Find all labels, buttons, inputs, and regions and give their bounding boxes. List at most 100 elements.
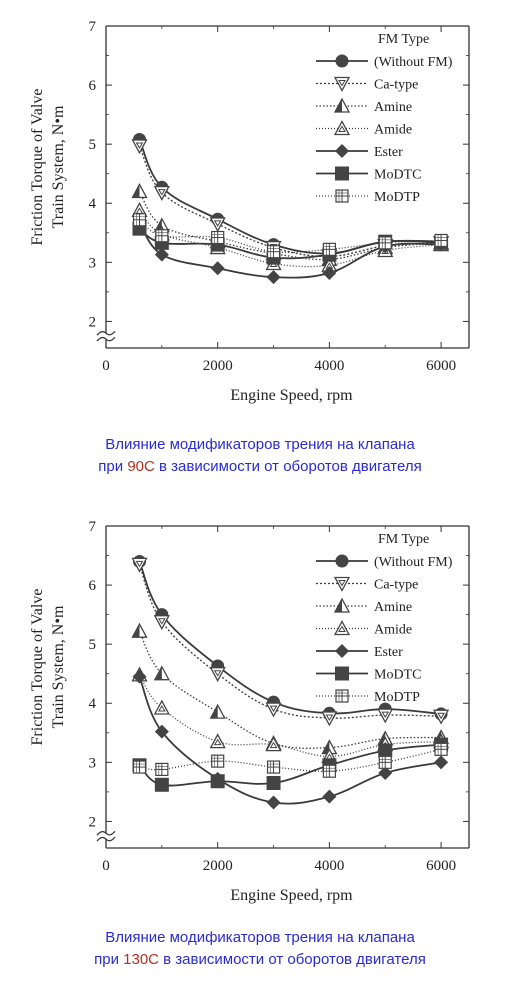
- legend-marker: [335, 166, 349, 181]
- data-point: [155, 229, 169, 243]
- legend-marker: [335, 689, 349, 703]
- chart-panel-130c: 2 3 4 5 6 7 0 2000 4000 6000 Engine Speed, rpm Fric…: [0, 500, 520, 1000]
- data-point: [131, 139, 148, 155]
- friction-torque-chart-90c: 2 3 4 5 6 7 0 2000 4000 6000 Engine Speed, rpm Fric…: [29, 19, 470, 404]
- data-point: [378, 765, 393, 780]
- legend-item-amide: Amide: [316, 120, 412, 138]
- legend-label: Ester: [374, 645, 403, 660]
- legend-marker: [335, 144, 349, 158]
- legend-label: MoDTC: [374, 668, 421, 683]
- series-modtp: [132, 213, 448, 259]
- legend-item-ca-type: Ca-type: [316, 576, 418, 593]
- y-tick-label: 7: [89, 519, 97, 535]
- data-point: [211, 230, 225, 245]
- data-point: [434, 233, 448, 248]
- legend-item-modtc: MoDTC: [316, 666, 421, 683]
- legend-label: Amide: [374, 123, 412, 138]
- data-point: [434, 755, 449, 770]
- legend-marker: [335, 189, 349, 203]
- legend-item-modtp: MoDTP: [316, 189, 420, 205]
- caption-temperature: 90C: [127, 458, 155, 475]
- data-point: [378, 743, 393, 758]
- caption-temperature: 130C: [123, 951, 159, 968]
- legend-label: Amine: [374, 600, 412, 615]
- y-tick-label: 6: [89, 78, 97, 94]
- data-point: [322, 789, 337, 804]
- data-point: [322, 242, 336, 256]
- legend-label: Ca-type: [374, 578, 418, 593]
- legend-marker: [333, 120, 351, 136]
- data-point: [153, 615, 170, 631]
- legend-marker: [333, 576, 351, 592]
- series-ca-type: [131, 557, 450, 727]
- legend-marker: [335, 666, 349, 681]
- data-point: [132, 760, 147, 774]
- legend-title: FM Type: [378, 532, 429, 547]
- legend-title: FM Type: [378, 32, 429, 47]
- x-axis-label: Engine Speed, rpm: [230, 387, 353, 404]
- legend-marker: [333, 620, 351, 636]
- caption-line-1: Влияние модификаторов трения на клапана: [105, 929, 415, 946]
- chart-caption: Влияние модификаторов трения на клапана …: [0, 434, 520, 478]
- legend-item-ester: Ester: [316, 644, 403, 660]
- axis-break-mark: [96, 830, 116, 842]
- y-axis-label: Friction Torque of Valve Train System, N•…: [29, 589, 67, 746]
- legend: FM Type (Without FM) Ca-type Amine Amide Este…: [316, 32, 453, 205]
- data-point: [153, 185, 170, 201]
- legend-label: Amide: [374, 623, 412, 638]
- y-axis-label-line: Train System, N•m: [50, 105, 67, 228]
- caption-line-1: Влияние модификаторов трения на клапана: [105, 436, 415, 453]
- series-line: [139, 219, 442, 254]
- data-point: [378, 755, 392, 769]
- y-tick-label: 7: [89, 19, 97, 35]
- data-point: [210, 774, 225, 789]
- data-point: [132, 669, 147, 684]
- legend-item-without-fm: (Without FM): [316, 54, 453, 70]
- legend-label: Ca-type: [374, 78, 418, 93]
- data-point: [266, 776, 281, 791]
- legend-label: (Without FM): [374, 555, 453, 570]
- plot-frame: [105, 525, 470, 849]
- x-axis-label: Engine Speed, rpm: [230, 887, 353, 904]
- plot-frame: [105, 25, 470, 349]
- y-tick-label: 5: [89, 637, 97, 653]
- data-point: [321, 711, 338, 727]
- data-point: [322, 764, 336, 778]
- data-point: [153, 699, 170, 715]
- data-point: [209, 703, 226, 719]
- legend-item-modtc: MoDTC: [316, 166, 421, 183]
- series-line: [138, 743, 442, 787]
- legend-item-without-fm: (Without FM): [316, 554, 453, 570]
- legend-label: MoDTC: [374, 168, 421, 183]
- data-point: [434, 742, 448, 756]
- x-tick-label: 6000: [426, 858, 456, 874]
- data-point: [154, 777, 169, 792]
- data-point: [266, 270, 281, 285]
- y-axis-label-line: Friction Torque of Valve: [29, 89, 46, 246]
- chart-caption: Влияние модификаторов трения на клапана …: [0, 927, 520, 971]
- caption-suffix: в зависимости от оборотов двигателя: [154, 458, 422, 475]
- data-point: [131, 557, 148, 573]
- x-tick-label: 0: [102, 358, 110, 374]
- x-tick-label: 4000: [314, 358, 344, 374]
- y-tick-label: 6: [89, 578, 97, 594]
- series-line: [139, 748, 442, 772]
- series-modtc: [132, 737, 449, 792]
- data-point: [153, 665, 170, 681]
- y-tick-label: 2: [89, 314, 97, 330]
- chart-panel-90c: 2 3 4 5 6 7 0 2000 4000 6000 Engine Speed, rpm Fric…: [0, 0, 520, 500]
- legend-label: Ester: [374, 145, 403, 160]
- legend-marker: [333, 597, 351, 613]
- caption-line-2: при 130C в зависимости от оборотов двига…: [0, 949, 520, 971]
- data-point: [131, 183, 148, 199]
- data-point: [265, 736, 282, 752]
- data-point: [155, 762, 169, 777]
- legend-marker: [335, 54, 349, 68]
- x-tick-label: 2000: [203, 358, 233, 374]
- legend-item-ca-type: Ca-type: [316, 76, 418, 93]
- y-tick-label: 4: [89, 696, 97, 712]
- data-point: [432, 709, 450, 725]
- data-point: [154, 724, 169, 739]
- data-point: [322, 265, 337, 280]
- legend-label: MoDTP: [374, 190, 420, 205]
